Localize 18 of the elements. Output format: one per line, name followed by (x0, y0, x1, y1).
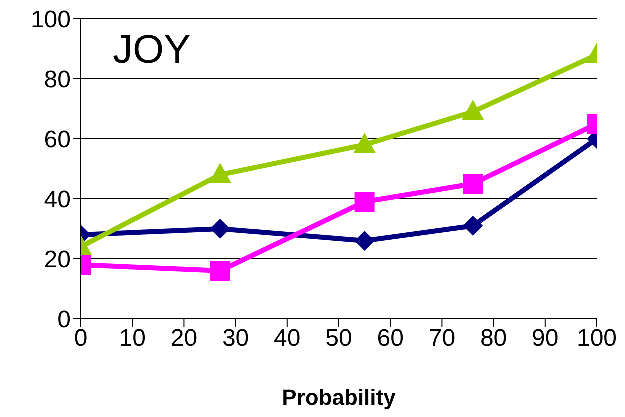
x-tick-label: 10 (119, 325, 146, 352)
y-tick-label: 0 (58, 306, 71, 334)
y-tick-label: 40 (44, 186, 71, 214)
x-tick-label: 60 (377, 325, 404, 352)
x-tick-label: 80 (480, 325, 508, 352)
y-tick-label: 60 (44, 126, 71, 154)
x-tick-label: 100 (576, 325, 618, 352)
x-tick-label: 90 (532, 325, 559, 352)
y-tick-label: 80 (44, 66, 71, 94)
x-tick-label: 70 (428, 325, 456, 352)
y-tick-label: 100 (30, 6, 71, 34)
x-tick-label: 20 (170, 325, 198, 352)
x-tick-label: 0 (74, 325, 88, 352)
chart-title: JOY (113, 28, 191, 72)
x-tick-label: 50 (326, 325, 352, 352)
y-tick-label: 20 (44, 246, 71, 274)
x-tick-label: 40 (274, 325, 301, 352)
x-tick-label: 30 (222, 325, 250, 352)
